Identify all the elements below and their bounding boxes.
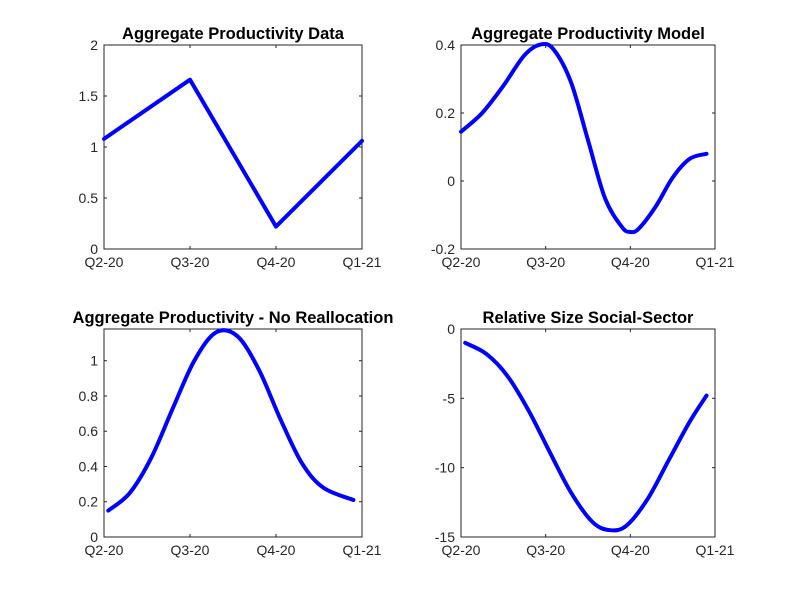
- y-tick-label: 1.5: [79, 88, 99, 104]
- y-tick-label: -0.2: [431, 241, 455, 257]
- x-tick-label: Q1-21: [696, 254, 735, 270]
- y-tick-label: 0: [447, 321, 455, 337]
- x-tick-label: Q2-20: [442, 542, 481, 558]
- x-tick-label: Q4-20: [611, 542, 650, 558]
- x-tick-label: Q3-20: [526, 254, 565, 270]
- x-tick-label: Q1-21: [696, 542, 735, 558]
- series-line: [459, 41, 709, 235]
- y-tick-label: -15: [435, 529, 455, 545]
- y-tick-label: 1: [90, 353, 98, 369]
- y-tick-label: 0.6: [79, 423, 99, 439]
- y-tick-label: 0.8: [79, 388, 99, 404]
- x-tick-label: Q2-20: [85, 254, 124, 270]
- axes-box: [460, 44, 716, 250]
- y-tick-label: -10: [435, 460, 455, 476]
- y-tick-label: 0: [90, 241, 98, 257]
- y-tick-label: 0.4: [436, 37, 456, 53]
- y-tick-label: 1: [90, 139, 98, 155]
- x-tick-label: Q1-21: [343, 254, 382, 270]
- chart-title: Aggregate Productivity Data: [122, 25, 345, 43]
- x-tick-label: Q3-20: [171, 254, 210, 270]
- chart-panel-2: Aggregate Productivity Model Q2-20 Q3-20 Q4…: [431, 25, 735, 270]
- x-tick-label: Q3-20: [171, 542, 210, 558]
- chart-title: Aggregate Productivity - No Reallocation: [73, 309, 394, 327]
- y-tick-label: 0.5: [79, 190, 99, 206]
- x-tick-label: Q4-20: [257, 542, 296, 558]
- axes-box: [460, 328, 716, 538]
- chart-panel-1: Aggregate Productivity Data Q2-20 Q3-20 Q4-…: [79, 25, 382, 270]
- series-line: [102, 77, 364, 229]
- x-tick-label: Q3-20: [526, 542, 565, 558]
- series-line: [106, 328, 356, 513]
- chart-panel-4: Relative Size Social-Sector Q2-20 Q3-20 Q4-…: [435, 309, 735, 558]
- y-tick-label: 2: [90, 37, 98, 53]
- x-tick-label: Q4-20: [257, 254, 296, 270]
- y-tick-label: 0.4: [79, 458, 99, 474]
- chart-title: Relative Size Social-Sector: [483, 309, 695, 327]
- x-tick-label: Q2-20: [85, 542, 124, 558]
- y-tick-label: 0.2: [79, 494, 99, 510]
- x-tick-label: Q2-20: [442, 254, 481, 270]
- y-tick-label: 0.2: [436, 105, 456, 121]
- x-tick-label: Q4-20: [611, 254, 650, 270]
- y-tick-label: 0: [90, 529, 98, 545]
- series-line: [463, 340, 709, 533]
- chart-title: Aggregate Productivity Model: [471, 25, 705, 43]
- y-tick-label: 0: [447, 173, 455, 189]
- y-tick-label: -5: [443, 390, 456, 406]
- axes-box: [103, 44, 363, 250]
- chart-panel-3: Aggregate Productivity - No Reallocation…: [73, 309, 394, 558]
- axes-box: [103, 328, 363, 538]
- x-tick-label: Q1-21: [343, 542, 382, 558]
